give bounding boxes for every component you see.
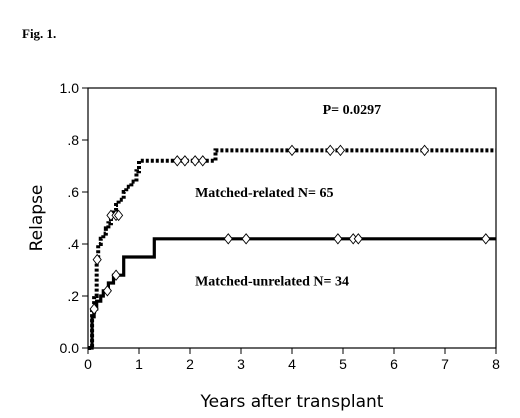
censor-marker <box>92 253 102 266</box>
matched-related-line <box>88 148 496 350</box>
censor-marker <box>111 269 121 281</box>
y-tick-label: 1.0 <box>60 80 80 96</box>
censor-marker <box>333 233 343 245</box>
x-tick-label: 4 <box>288 356 296 372</box>
matched-unrelated-line <box>88 237 496 350</box>
censor-marker <box>353 233 363 245</box>
annotation-label: P= 0.0297 <box>323 103 382 118</box>
censor-marker <box>335 144 346 157</box>
censor-marker <box>287 144 297 157</box>
censor-marker <box>198 155 208 167</box>
censor-marker <box>223 233 233 245</box>
x-tick-label: 3 <box>237 356 245 372</box>
y-axis-title: Relapse <box>27 185 47 252</box>
censor-marker <box>481 233 491 245</box>
x-tick-label: 1 <box>135 356 143 372</box>
x-tick-label: 0 <box>84 356 92 372</box>
x-tick-label: 7 <box>441 356 449 372</box>
y-tick-label: 0.0 <box>60 340 80 356</box>
y-tick-label: .8 <box>67 132 79 148</box>
plot-frame <box>87 87 497 349</box>
x-axis-title: Years after transplant <box>200 392 384 412</box>
axis-ticks: 0 1 2 3 4 5 6 7 8 0.0 .2 .4 .6 .8 1.0 <box>60 80 501 372</box>
annotation-label: Matched-unrelated N= 34 <box>195 275 349 290</box>
censor-markers <box>89 144 491 315</box>
censor-marker <box>420 144 430 157</box>
x-tick-label: 6 <box>390 356 398 372</box>
x-tick-label: 2 <box>186 356 194 372</box>
censor-marker <box>89 303 99 315</box>
y-tick-label: .2 <box>67 288 79 304</box>
censor-marker <box>325 144 335 157</box>
censor-marker <box>190 155 200 167</box>
x-tick-label: 5 <box>339 356 347 372</box>
annotation-label: Matched-related N= 65 <box>195 186 333 201</box>
censor-marker <box>172 155 182 167</box>
figure-label: Fig. 1. <box>22 26 56 41</box>
censor-marker <box>102 285 112 297</box>
x-tick-label: 8 <box>492 356 500 372</box>
y-tick-label: .4 <box>67 236 79 252</box>
annotations: P= 0.0297 Matched-related N= 65 Matched-un… <box>195 103 381 290</box>
censor-marker <box>114 209 124 222</box>
censor-marker <box>241 233 251 245</box>
censor-marker <box>180 155 190 167</box>
y-tick-label: .6 <box>67 184 79 200</box>
series-layer <box>88 148 496 350</box>
